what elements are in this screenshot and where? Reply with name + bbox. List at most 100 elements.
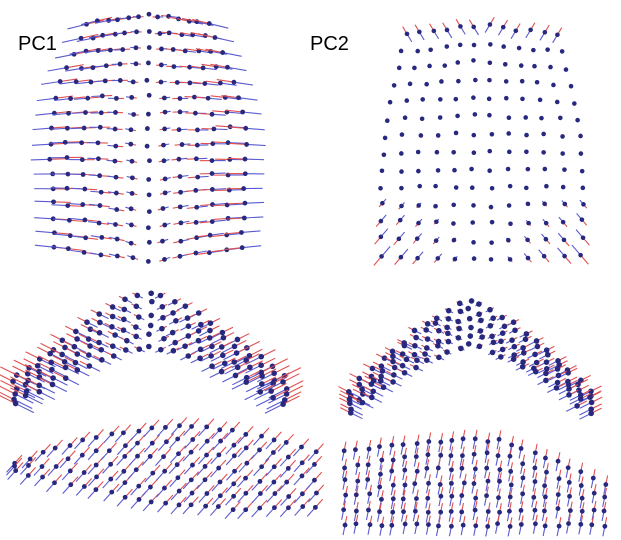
landmark [163,425,168,430]
landmark [242,216,247,221]
landmark [488,60,493,65]
landmark [110,343,116,349]
landmark [562,167,567,172]
landmark [40,475,45,480]
landmark [97,203,102,208]
landmark [81,172,86,177]
landmark [99,190,104,195]
landmark [479,334,485,340]
landmark [147,45,152,50]
landmark [177,127,182,132]
landmark [534,338,540,344]
landmark [391,483,396,488]
landmark [96,156,101,161]
landmark [240,245,245,250]
landmark [145,144,150,149]
landmark [438,97,443,102]
landmark [473,496,478,501]
landmark [439,494,444,499]
landmark [436,466,441,471]
landmark [198,322,204,328]
landmark [449,467,454,472]
landmark [423,327,429,333]
landmark [589,522,594,527]
landmark [533,521,538,526]
landmark [445,28,450,33]
landmark [195,175,200,180]
landmark [243,157,248,162]
landmark [497,467,502,472]
landmark [177,489,182,494]
landmark [501,25,506,30]
landmark [258,479,263,484]
landmark [389,469,394,474]
landmark [175,80,180,85]
landmark [348,410,354,416]
landmark [312,462,317,467]
landmark [478,318,484,324]
landmark [454,185,459,190]
landmark [459,493,464,498]
landmark [94,435,99,440]
landmark [144,78,149,83]
landmark [486,509,491,514]
landmark [424,357,430,363]
landmark [567,480,572,485]
landmark [401,442,406,447]
landmark [400,363,406,369]
landmark [466,341,472,347]
landmark [578,396,584,402]
landmark [177,157,182,162]
landmark [415,236,420,241]
landmark [235,337,241,343]
landmark [498,354,504,360]
landmark [557,524,562,529]
landmark [445,331,451,337]
landmark [134,29,139,34]
landmark [400,132,405,137]
landmark [227,157,232,162]
landmark [217,427,222,432]
landmark [130,175,135,180]
landmark [162,158,167,163]
landmark [448,453,453,458]
landmark [73,329,79,335]
landmark [65,186,70,191]
landmark [446,339,452,345]
landmark [509,483,514,488]
landmark [391,372,397,378]
landmark [239,230,244,235]
landmark [196,310,202,316]
landmark [385,118,390,123]
landmark [82,484,87,489]
landmark [485,524,490,529]
landmark [232,443,237,448]
landmark [453,257,458,262]
landmark [485,439,490,444]
landmark [66,456,71,461]
landmark [580,496,585,501]
landmark [210,112,215,117]
landmark [243,126,248,131]
landmark [129,206,134,211]
landmark [108,477,113,482]
landmark [368,522,373,527]
landmark [458,24,463,29]
landmark [446,308,452,314]
landmark [170,330,176,336]
landmark [244,461,249,466]
landmark [487,149,492,154]
landmark [425,496,430,501]
landmark [96,311,102,317]
landmark [416,169,421,174]
landmark [449,509,454,514]
landmark [399,49,404,54]
landmark [149,299,155,305]
landmark [161,143,166,148]
landmark [28,457,33,462]
landmark [99,110,104,115]
landmark [476,311,482,317]
landmark [367,491,372,496]
landmark [86,352,92,358]
landmark [100,94,105,99]
